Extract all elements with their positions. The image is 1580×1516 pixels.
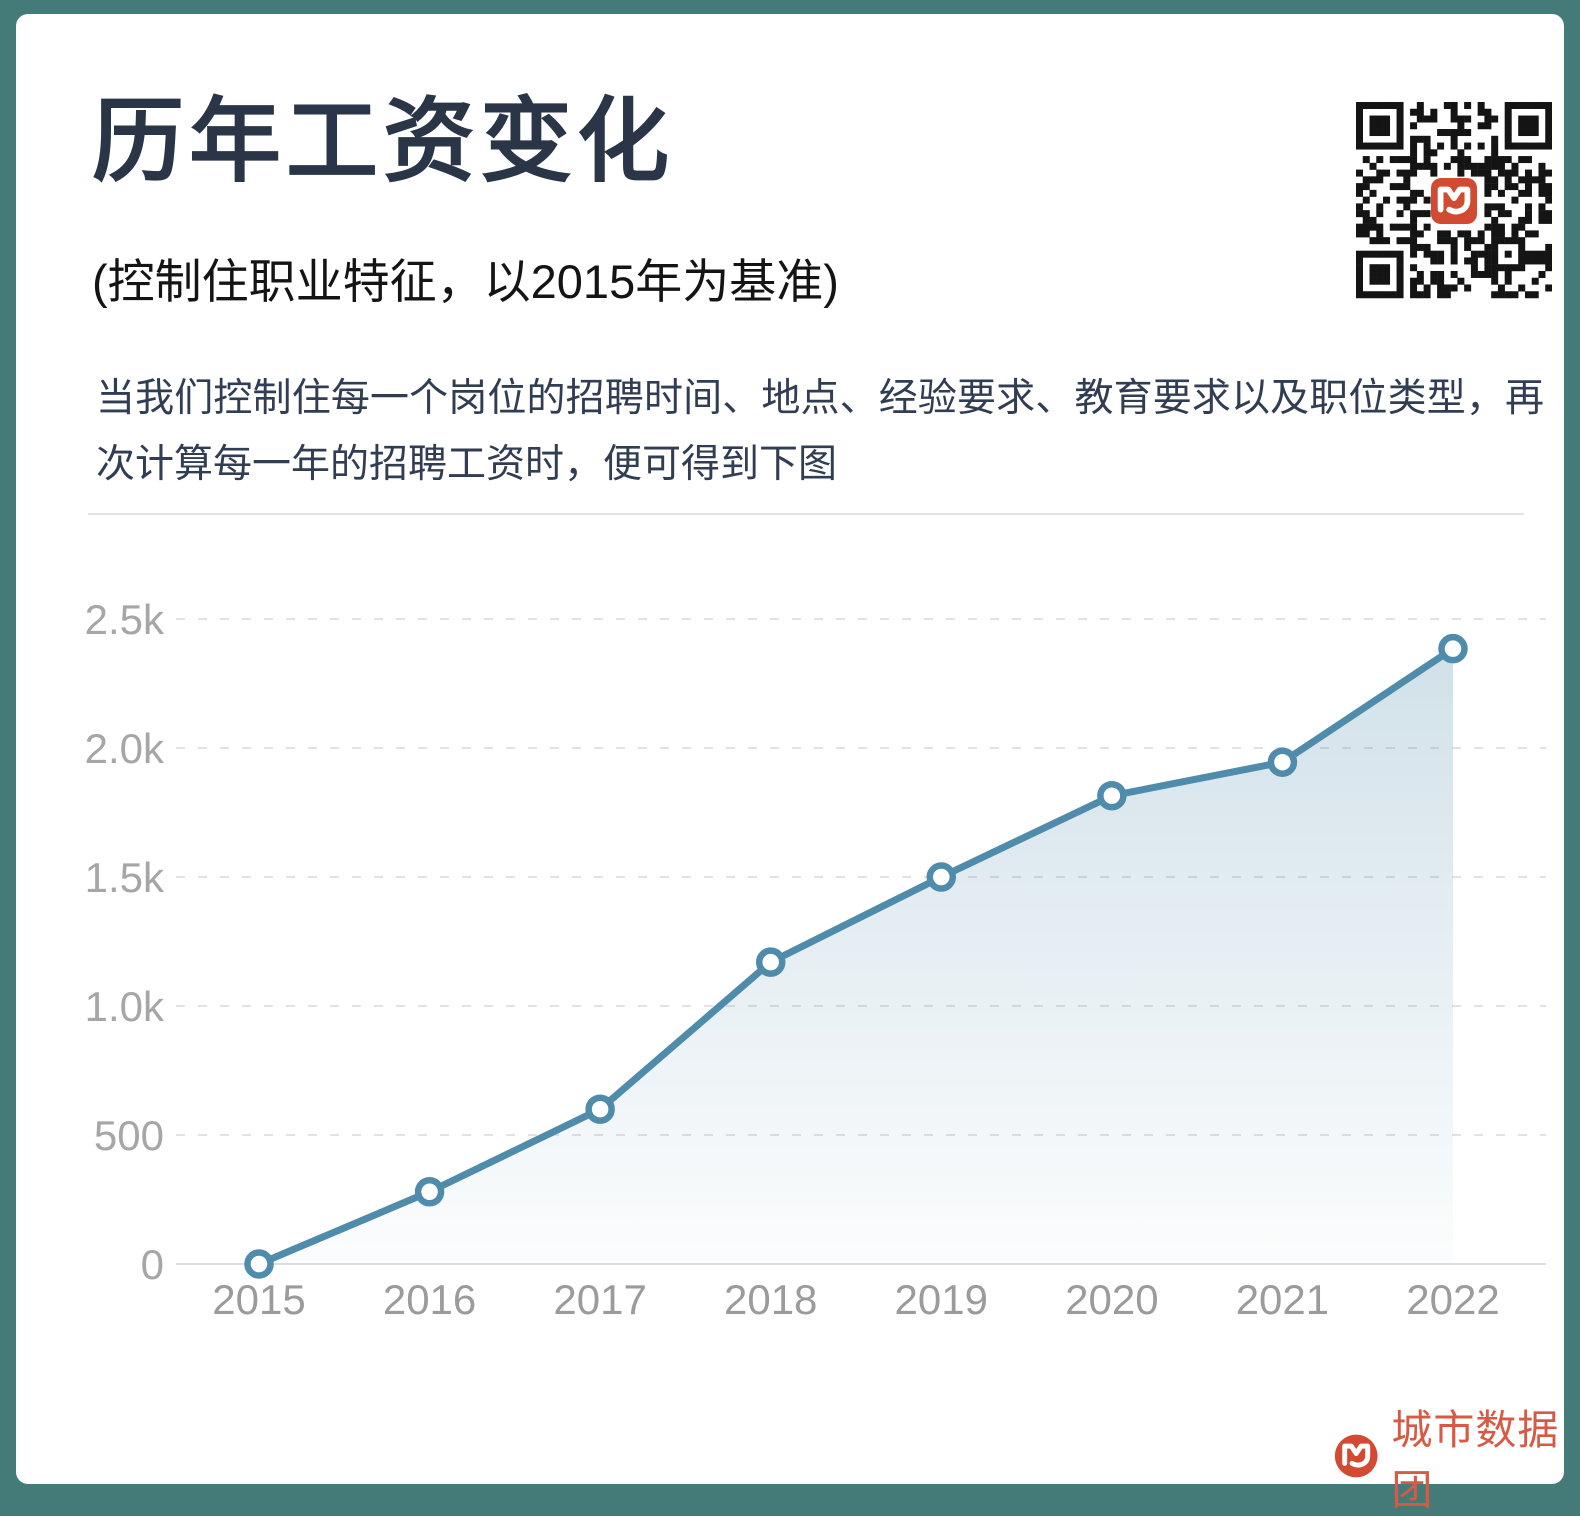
svg-text:2017: 2017 — [553, 1276, 646, 1323]
page-subtitle: (控制住职业特征，以2015年为基准) — [92, 255, 839, 308]
description-text: 当我们控制住每一个岗位的招聘时间、地点、经验要求、教育要求以及职位类型，再次计算… — [96, 377, 1544, 486]
brand-logo: 城市数据团 — [1334, 1407, 1564, 1513]
divider — [88, 513, 1524, 515]
svg-text:2016: 2016 — [383, 1276, 476, 1323]
wage-trend-chart: 2.5k 2.0k 1.5k 1.0k 500 0 2015 2016 2017 2018 2019… — [85, 596, 1546, 1323]
svg-text:2.5k: 2.5k — [85, 596, 165, 643]
svg-text:2019: 2019 — [895, 1276, 988, 1323]
svg-text:2021: 2021 — [1236, 1276, 1329, 1323]
svg-text:2015: 2015 — [212, 1276, 305, 1323]
card: 历年工资变化 (控制住职业特征，以2015年为基准) 当我们控制住每一个岗位的招… — [16, 14, 1564, 1513]
page-title: 历年工资变化 — [92, 91, 675, 193]
brand-mark-icon — [1334, 1434, 1378, 1478]
svg-text:1.5k: 1.5k — [85, 854, 165, 901]
svg-text:1.0k: 1.0k — [85, 983, 165, 1030]
brand-label: 城市数据团 — [1391, 1407, 1560, 1513]
svg-text:2018: 2018 — [724, 1276, 817, 1323]
svg-text:2020: 2020 — [1065, 1276, 1158, 1323]
qr-code — [1356, 102, 1552, 299]
svg-text:2.0k: 2.0k — [85, 725, 165, 772]
svg-text:0: 0 — [141, 1241, 164, 1288]
svg-text:2022: 2022 — [1406, 1276, 1499, 1323]
svg-text:500: 500 — [94, 1112, 164, 1159]
